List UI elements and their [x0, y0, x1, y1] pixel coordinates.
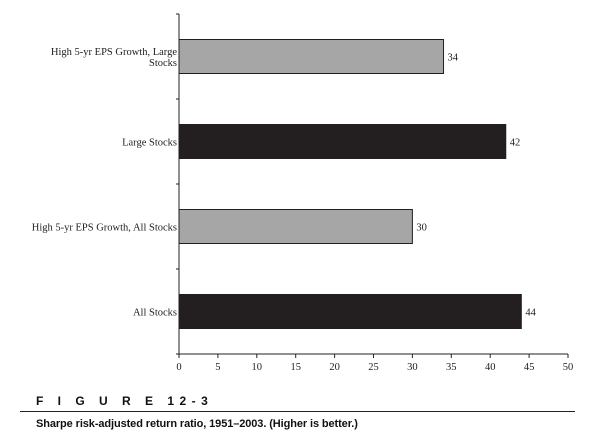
figure-number: F I G U R E 12-3: [36, 394, 214, 408]
x-tick-label: 5: [215, 362, 220, 373]
x-tick-label: 10: [252, 362, 263, 373]
x-tick-label: 25: [368, 362, 379, 373]
category-label: High 5-yr EPS Growth, All Stocks: [32, 223, 177, 234]
data-label: 30: [416, 223, 427, 234]
x-tick-label: 40: [485, 362, 496, 373]
bar: [178, 294, 522, 329]
x-tick-label: 0: [176, 362, 181, 373]
data-label: 44: [525, 308, 536, 319]
x-tick-label: 20: [329, 362, 340, 373]
x-axis-ticks: 0 5 10 15 20 25 30 35 40 45 50: [176, 354, 573, 373]
x-tick-label: 45: [524, 362, 535, 373]
x-tick-label: 30: [407, 362, 418, 373]
figure-caption: Sharpe risk-adjusted return ratio, 1951–…: [36, 418, 358, 430]
category-labels: High 5-yr EPS Growth, Large Stocks Large S…: [32, 47, 178, 319]
bars: [178, 39, 522, 329]
bar: [178, 124, 507, 159]
category-label: High 5-yr EPS Growth, Large Stocks: [51, 47, 177, 69]
x-tick-label: 50: [563, 362, 574, 373]
data-label: 42: [510, 138, 521, 149]
y-axis-ticks: [176, 13, 179, 355]
data-label: 34: [448, 53, 459, 64]
bar: [178, 39, 445, 74]
x-tick-label: 35: [446, 362, 457, 373]
bar-chart: 0 5 10 15 20 25 30 35 40 45 50 High 5-yr EPS Growt…: [32, 13, 573, 373]
bar: [178, 209, 413, 244]
category-label: Large Stocks: [122, 138, 177, 149]
x-tick-label: 15: [290, 362, 301, 373]
data-labels: 34 42 30 44: [416, 53, 536, 319]
figure-rule: [20, 411, 575, 412]
category-label: All Stocks: [133, 308, 177, 319]
